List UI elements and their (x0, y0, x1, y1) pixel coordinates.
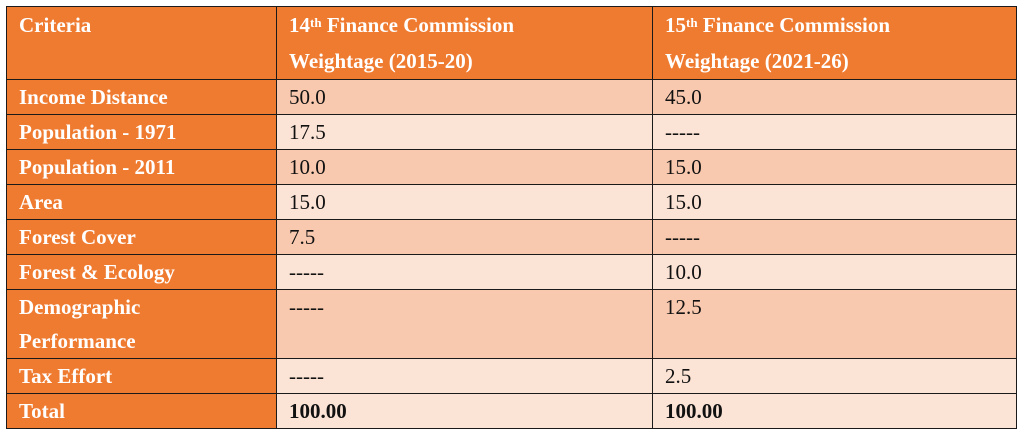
fc15-value: 45.0 (652, 79, 1017, 115)
fc15-value: ----- (652, 219, 1017, 255)
fc15-value: 2.5 (652, 358, 1017, 394)
header-15th-title: Finance Commission (697, 13, 891, 37)
table-row-forest-cover: Forest Cover 7.5 ----- (6, 219, 1017, 255)
table-row-demographic-performance: Demographic Performance ----- 12.5 (6, 289, 1017, 359)
header-15th-fc: 15th Finance Commission Weightage (2021-… (652, 6, 1017, 80)
finance-commission-weightage-table: Criteria 14th Finance Commission Weighta… (6, 6, 1017, 429)
fc14-value: 10.0 (276, 149, 653, 185)
fc14-value: ----- (276, 358, 653, 394)
criteria-cell: Forest Cover (6, 219, 277, 255)
fc14-value: 50.0 (276, 79, 653, 115)
table-row-tax-effort: Tax Effort ----- 2.5 (6, 358, 1017, 394)
table-row-population-1971: Population - 1971 17.5 ----- (6, 114, 1017, 150)
header-15th-number: 15 (665, 13, 686, 37)
criteria-cell: Tax Effort (6, 358, 277, 394)
criteria-cell: Area (6, 184, 277, 220)
table-row-forest-ecology: Forest & Ecology ----- 10.0 (6, 254, 1017, 290)
finance-commission-table-container: Criteria 14th Finance Commission Weighta… (6, 6, 1017, 429)
fc14-value: ----- (276, 254, 653, 290)
fc14-value: ----- (276, 289, 653, 359)
header-criteria: Criteria (6, 6, 277, 80)
header-15th-suffix: th (686, 15, 698, 30)
table-header-row: Criteria 14th Finance Commission Weighta… (6, 6, 1017, 80)
header-14th-period: Weightage (2015-20) (289, 49, 473, 73)
total-label: Total (6, 393, 277, 429)
criteria-line-2: Performance (19, 329, 136, 353)
header-14th-fc: 14th Finance Commission Weightage (2015-… (276, 6, 653, 80)
fc14-value: 7.5 (276, 219, 653, 255)
fc15-value: 15.0 (652, 149, 1017, 185)
criteria-cell: Demographic Performance (6, 289, 277, 359)
fc15-value: ----- (652, 114, 1017, 150)
table-row-total: Total 100.00 100.00 (6, 393, 1017, 429)
fc15-value: 10.0 (652, 254, 1017, 290)
total-fc15: 100.00 (652, 393, 1017, 429)
fc14-value: 17.5 (276, 114, 653, 150)
table-row-area: Area 15.0 15.0 (6, 184, 1017, 220)
fc15-value: 15.0 (652, 184, 1017, 220)
table-row-population-2011: Population - 2011 10.0 15.0 (6, 149, 1017, 185)
fc14-value: 15.0 (276, 184, 653, 220)
criteria-line-1: Demographic (19, 295, 141, 319)
header-14th-title: Finance Commission (321, 13, 515, 37)
header-15th-period: Weightage (2021-26) (665, 49, 849, 73)
criteria-cell: Income Distance (6, 79, 277, 115)
header-14th-number: 14 (289, 13, 310, 37)
header-14th-suffix: th (310, 15, 322, 30)
criteria-cell: Population - 1971 (6, 114, 277, 150)
total-fc14: 100.00 (276, 393, 653, 429)
table-row-income-distance: Income Distance 50.0 45.0 (6, 79, 1017, 115)
criteria-cell: Population - 2011 (6, 149, 277, 185)
fc15-value: 12.5 (652, 289, 1017, 359)
criteria-cell: Forest & Ecology (6, 254, 277, 290)
